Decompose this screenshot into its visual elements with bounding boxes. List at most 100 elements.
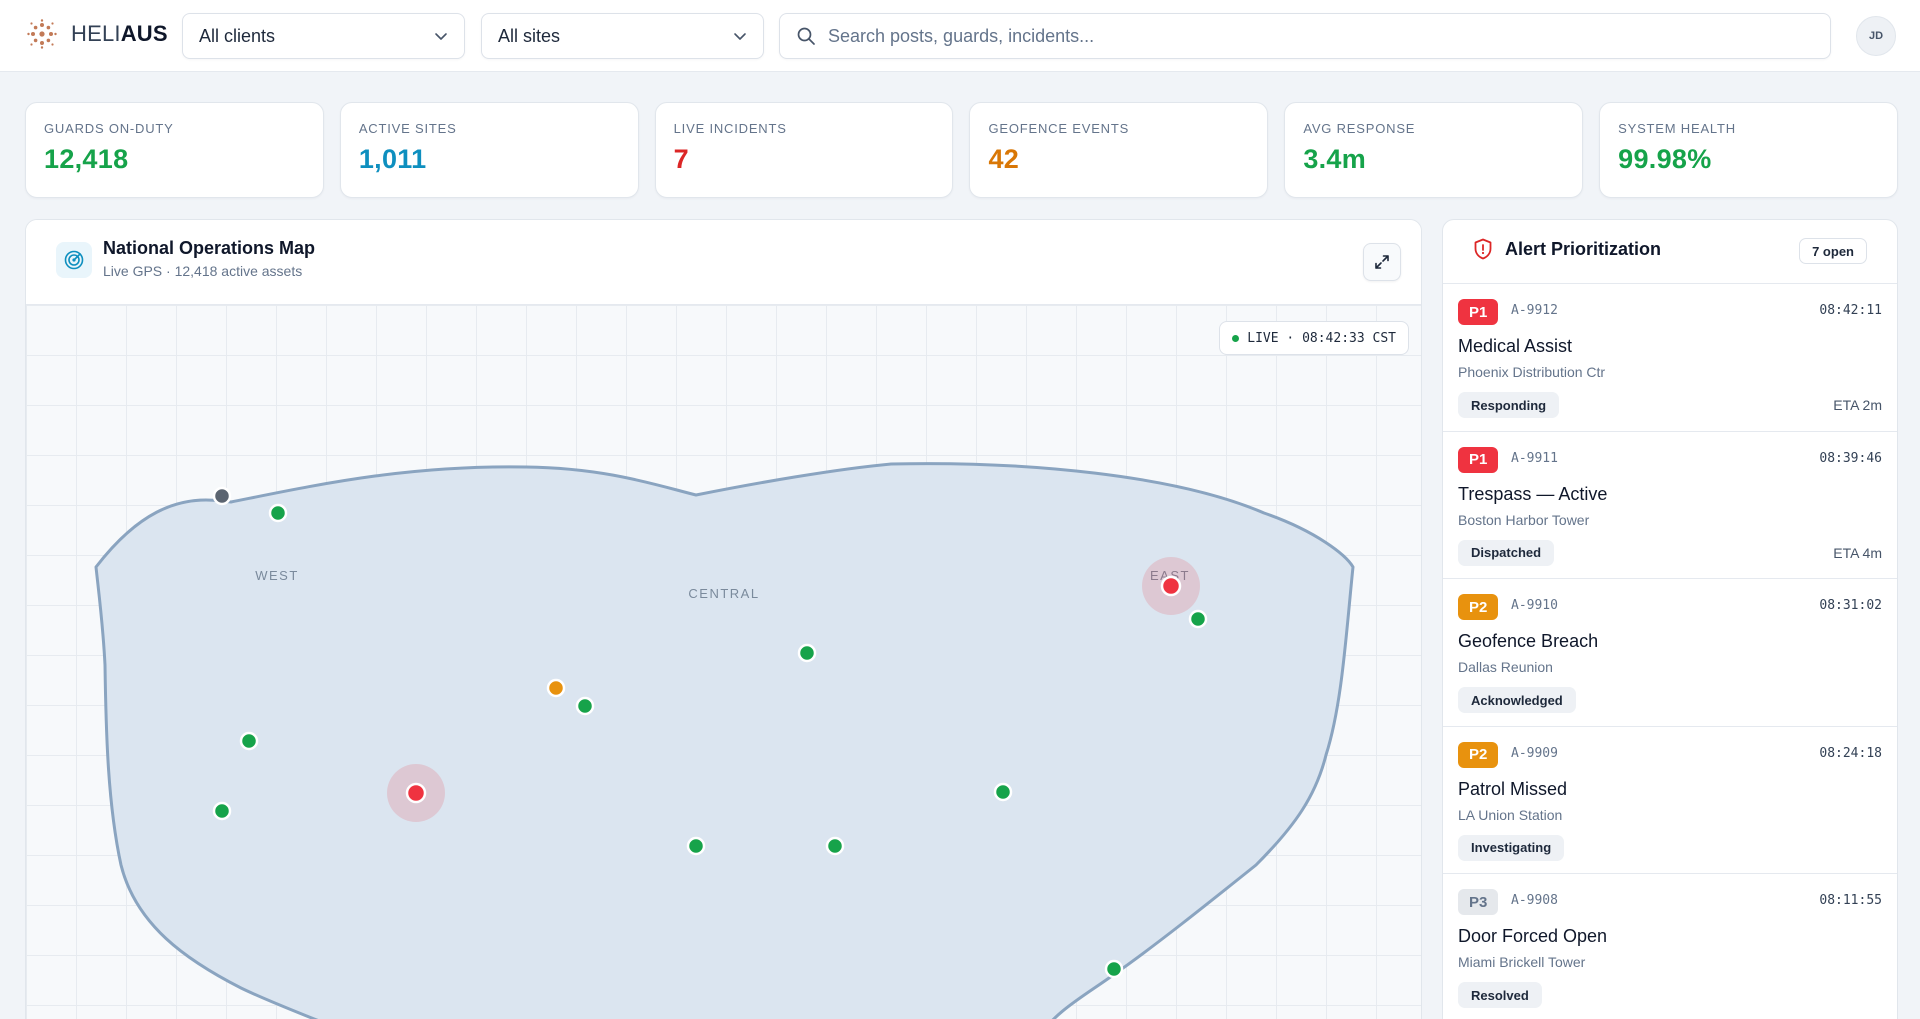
expand-icon: [1375, 255, 1389, 269]
alert-location: LA Union Station: [1458, 806, 1563, 823]
alert-name: Door Forced Open: [1458, 926, 1608, 946]
kpi-row: GUARDS ON-DUTY 12,418 ACTIVE SITES 1,011…: [25, 102, 1898, 198]
priority-badge: P2: [1458, 594, 1499, 620]
priority-badge: P1: [1458, 446, 1499, 473]
alert-id: A-9911: [1511, 450, 1558, 466]
map-header: National Operations Map Live GPS · 12,41…: [26, 220, 1421, 305]
region-label-west: WEST: [255, 568, 299, 583]
alert-eta: ETA 4m: [1833, 544, 1882, 561]
kpi-value: 3.4m: [1303, 144, 1367, 174]
kpi-label: ACTIVE SITES: [358, 121, 457, 136]
radar-icon: [56, 242, 92, 278]
client-select-value: All clients: [199, 25, 276, 46]
status-badge: Responding: [1458, 392, 1560, 418]
operations-map-panel: National Operations Map Live GPS · 12,41…: [25, 219, 1422, 1019]
kpi-guards-on-duty[interactable]: GUARDS ON-DUTY 12,418: [25, 102, 324, 198]
alert-item[interactable]: P2 A-9910 08:31:02 Geofence Breach Dalla…: [1443, 579, 1897, 727]
guard-marker[interactable]: [1188, 609, 1208, 629]
expand-map-button[interactable]: [1363, 243, 1401, 281]
map-title: National Operations Map: [103, 238, 316, 258]
map-subtitle: Live GPS · 12,418 active assets: [103, 263, 303, 279]
alert-time: 08:39:46: [1819, 450, 1882, 466]
alert-item[interactable]: P1 A-9911 08:39:46 Trespass — Active Bos…: [1443, 432, 1897, 579]
logo-icon: [27, 19, 57, 49]
kpi-avg-response[interactable]: AVG RESPONSE 3.4m: [1284, 102, 1584, 198]
alert-location: Boston Harbor Tower: [1458, 511, 1590, 528]
status-badge: Resolved: [1458, 982, 1542, 1008]
guard-marker[interactable]: [212, 801, 232, 821]
kpi-active-sites[interactable]: ACTIVE SITES 1,011: [339, 102, 639, 198]
alert-id: A-9908: [1511, 893, 1558, 908]
alert-panel-header: Alert Prioritization 7 open: [1443, 220, 1897, 284]
alert-id: A-9910: [1511, 598, 1558, 613]
alert-eta: ETA 2m: [1833, 397, 1882, 413]
search-input[interactable]: [828, 25, 1788, 47]
chevron-down-icon: [435, 33, 447, 40]
top-bar: HELIAUS All clients All sites JD: [0, 0, 1920, 72]
guard-marker-warning[interactable]: [546, 678, 566, 698]
alert-time: 08:11:55: [1819, 893, 1882, 908]
guard-marker-offline[interactable]: [212, 486, 232, 506]
guard-marker[interactable]: [268, 503, 288, 523]
kpi-value: 1,011: [358, 144, 427, 174]
guard-marker[interactable]: [993, 782, 1013, 802]
alert-panel-title: Alert Prioritization: [1505, 239, 1662, 259]
open-count-badge[interactable]: 7 open: [1799, 238, 1867, 264]
alert-id: A-9912: [1511, 303, 1558, 318]
site-select[interactable]: All sites: [481, 13, 764, 59]
alert-item[interactable]: P2 A-9909 08:24:18 Patrol Missed LA Unio…: [1443, 727, 1897, 874]
kpi-geofence-events[interactable]: GEOFENCE EVENTS 42: [969, 102, 1269, 198]
guard-marker[interactable]: [575, 696, 595, 716]
region-label-east: EAST: [1150, 568, 1190, 583]
guard-marker[interactable]: [239, 731, 259, 751]
alert-item[interactable]: P3 A-9908 08:11:55 Door Forced Open Miam…: [1443, 874, 1897, 1019]
kpi-value: 99.98%: [1618, 144, 1712, 174]
guard-marker[interactable]: [797, 643, 817, 663]
kpi-label: GEOFENCE EVENTS: [988, 121, 1130, 136]
guard-marker[interactable]: [825, 836, 845, 856]
kpi-value: 7: [673, 144, 689, 174]
kpi-value: 42: [988, 144, 1020, 174]
incident-marker[interactable]: [405, 782, 427, 804]
alert-id: A-9909: [1511, 745, 1558, 761]
alert-name: Patrol Missed: [1458, 778, 1568, 799]
chevron-down-icon: [734, 33, 746, 40]
alert-name: Geofence Breach: [1458, 631, 1599, 651]
status-badge: Acknowledged: [1458, 687, 1576, 713]
kpi-live-incidents[interactable]: LIVE INCIDENTS 7: [654, 102, 954, 198]
us-outline: [94, 462, 1355, 1019]
site-select-value: All sites: [498, 25, 561, 46]
alert-location: Dallas Reunion: [1458, 659, 1553, 675]
priority-badge: P3: [1458, 889, 1499, 915]
kpi-system-health[interactable]: SYSTEM HEALTH 99.98%: [1599, 102, 1898, 198]
live-status-badge: LIVE · 08:42:33 CST: [1219, 321, 1409, 355]
kpi-label: SYSTEM HEALTH: [1618, 121, 1736, 136]
alert-name: Medical Assist: [1458, 336, 1573, 356]
client-select[interactable]: All clients: [182, 13, 465, 59]
kpi-label: LIVE INCIDENTS: [673, 121, 787, 136]
kpi-value: 12,418: [44, 144, 129, 174]
live-timestamp: LIVE · 08:42:33 CST: [1247, 330, 1396, 346]
incident-marker[interactable]: [1160, 575, 1182, 597]
kpi-label: AVG RESPONSE: [1303, 121, 1416, 136]
priority-badge: P2: [1458, 741, 1499, 768]
priority-badge: P1: [1458, 299, 1499, 325]
map-canvas[interactable]: WEST CENTRAL EAST: [26, 305, 1421, 1019]
alert-location: Phoenix Distribution Ctr: [1458, 364, 1606, 380]
alert-item[interactable]: P1 A-9912 08:42:11 Medical Assist Phoeni…: [1443, 284, 1897, 432]
guard-marker[interactable]: [686, 836, 706, 856]
avatar[interactable]: JD: [1856, 16, 1896, 56]
alert-location: Miami Brickell Tower: [1458, 954, 1586, 970]
alert-time: 08:31:02: [1819, 598, 1882, 613]
search-icon: [797, 27, 815, 45]
alert-time: 08:24:18: [1819, 745, 1882, 761]
alert-time: 08:42:11: [1819, 303, 1882, 318]
region-label-central: CENTRAL: [688, 586, 759, 601]
live-dot-icon: [1232, 334, 1240, 342]
guard-marker[interactable]: [1104, 959, 1124, 979]
alert-prioritization-panel: Alert Prioritization 7 open P1 A-9912 08…: [1442, 219, 1898, 1019]
kpi-label: GUARDS ON-DUTY: [44, 121, 174, 136]
status-badge: Investigating: [1458, 834, 1565, 861]
search-box[interactable]: [779, 13, 1831, 59]
logo[interactable]: HELIAUS: [27, 19, 168, 49]
